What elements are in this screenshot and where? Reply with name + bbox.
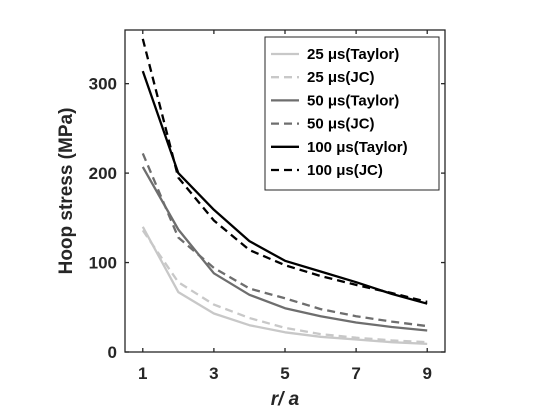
legend-label-0: 25 μs(Taylor) [307, 46, 399, 63]
series-line-5 [141, 38, 428, 304]
x-tick-label: 7 [351, 364, 360, 383]
series-line-3 [141, 152, 428, 328]
series-line-2 [141, 166, 428, 332]
axis-ticks: 1 3 5 7 9 0 100 200 300 [89, 30, 445, 383]
y-tick-label: 0 [108, 343, 117, 362]
legend: 25 μs(Taylor) 25 μs(JC) 50 μs(Taylor) 50 μs… [264, 36, 440, 191]
y-tick-label: 100 [89, 254, 117, 273]
x-tick-label: 9 [422, 364, 431, 383]
x-tick-label: 3 [209, 364, 218, 383]
y-tick-label: 200 [89, 164, 117, 183]
legend-label-5: 100 μs(JC) [307, 162, 383, 179]
legend-label-4: 100 μs(Taylor) [307, 139, 408, 156]
legend-box [264, 36, 440, 191]
x-tick-label: 5 [280, 364, 289, 383]
legend-label-2: 50 μs(Taylor) [307, 92, 399, 109]
y-axis-label: Hoop stress (MPa) [56, 108, 77, 275]
x-axis-label: r/ a [271, 389, 300, 410]
series-lines [141, 38, 428, 346]
series-line-1 [141, 229, 428, 344]
series-line-0 [141, 226, 428, 346]
y-tick-label: 300 [89, 75, 117, 94]
legend-label-1: 25 μs(JC) [307, 69, 375, 86]
legend-label-3: 50 μs(JC) [307, 116, 375, 133]
x-tick-label: 1 [138, 364, 147, 383]
